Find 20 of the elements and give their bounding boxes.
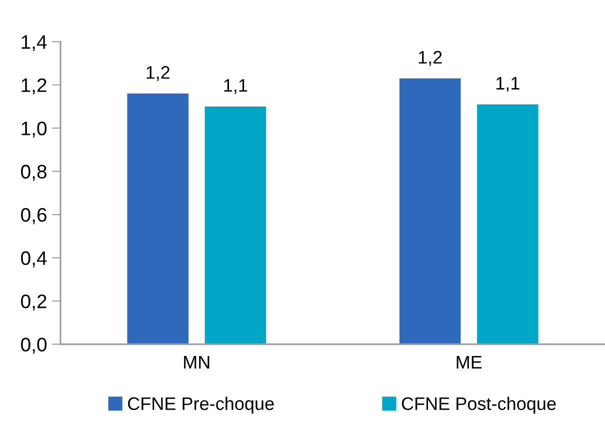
x-tick-label: ME [456,356,482,368]
y-tick-label: 1,0 [22,122,47,138]
legend-label: CFNE Pre-choque [128,396,274,414]
y-tick-label: 1,2 [22,78,46,94]
bar [399,78,461,344]
data-label: 1,2 [146,66,170,81]
x-tick-label: MN [184,356,210,368]
y-tick-label: 0,2 [21,294,46,311]
y-tick-label: 0,0 [21,338,47,354]
bar [477,104,538,344]
bar [127,94,188,344]
y-tick-label: 1,4 [22,35,47,52]
y-tick-label: 0,6 [21,208,46,224]
legend-label: CFNE Post-choque [402,396,556,414]
data-label: 1,2 [418,50,442,66]
data-label: 1,1 [224,79,248,94]
y-tick-label: 0,4 [21,251,47,268]
data-label: 1,1 [496,77,520,92]
y-tick-label: 0,8 [21,164,46,181]
bar [204,106,266,344]
